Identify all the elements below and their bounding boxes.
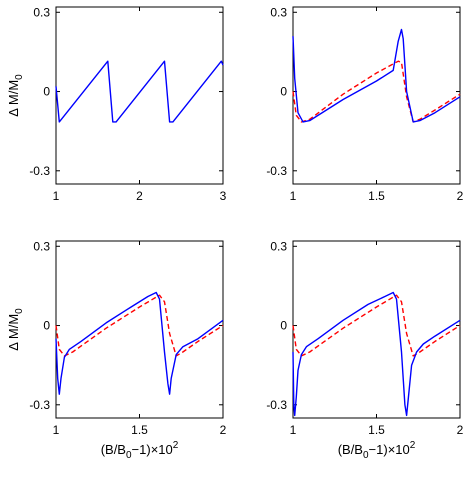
x-axis-label-sub: 0 (126, 450, 132, 461)
y-tick-label: 0.3 (270, 239, 287, 253)
series-line-blue-solid (292, 291, 461, 417)
x-tick-label: 2 (457, 189, 464, 203)
y-tick-label: -0.3 (266, 164, 287, 178)
y-tick-label: 0.3 (270, 5, 287, 19)
y-axis-label-sub: 0 (14, 308, 25, 314)
axes-frame (55, 240, 224, 419)
x-tick-label: 2 (457, 423, 464, 437)
x-tick-label: 1 (53, 189, 60, 203)
y-axis-label-sub: 0 (14, 74, 25, 80)
x-axis-label-pre: (B/B (338, 442, 363, 457)
x-axis-label-pre: (B/B (101, 442, 126, 457)
y-tick-label: 0.3 (33, 239, 50, 253)
y-axis-label: Δ M/M0 (6, 308, 25, 351)
x-tick-label: 2 (220, 423, 227, 437)
x-axis-label-mid: −1)×10 (369, 442, 410, 457)
panel-bottom-left: 0.30-0.31 1.5 2Δ M/M0(B/B0−1)×102 (6, 239, 227, 461)
series-line-red-dashed (292, 294, 461, 357)
panel-bottom-right: 0.30-0.31 1.5 2(B/B0−1)×102 (266, 239, 463, 461)
series-line-red-dashed (55, 294, 224, 357)
y-tick-label: 0 (43, 319, 50, 333)
series-line-blue-solid (55, 60, 224, 123)
x-axis-label: (B/B0−1)×102 (338, 440, 416, 461)
y-axis-label-main: Δ M/M (6, 80, 21, 117)
series-line-blue-solid (55, 291, 224, 395)
y-tick-label: 0 (280, 319, 287, 333)
x-axis-label-sub: 0 (363, 450, 369, 461)
series-line-red-dashed (292, 60, 461, 123)
axes-frame (292, 6, 461, 185)
x-tick-label: 2 (136, 189, 143, 203)
x-tick-label: 1.5 (368, 189, 385, 203)
y-tick-label: -0.3 (266, 398, 287, 412)
x-tick-label: 1 (53, 423, 60, 437)
panel-top-left: 0.30-0.31 2 3Δ M/M0 (6, 5, 227, 203)
y-axis-label-main: Δ M/M (6, 314, 21, 351)
x-tick-label: 1.5 (131, 423, 148, 437)
x-tick-label: 1 (290, 423, 297, 437)
x-tick-label: 1.5 (368, 423, 385, 437)
y-tick-label: 0 (43, 85, 50, 99)
x-axis-label-mid: −1)×10 (132, 442, 173, 457)
x-tick-label: 1 (290, 189, 297, 203)
y-tick-label: 0.3 (33, 5, 50, 19)
x-tick-label: 3 (220, 189, 227, 203)
panel-top-right: 0.3 0 -0.31 1.5 2 (266, 5, 463, 203)
y-axis-label: Δ M/M0 (6, 74, 25, 117)
x-axis-label-sup: 2 (410, 440, 416, 451)
y-tick-label: 0 (280, 85, 287, 99)
axes-frame (292, 240, 461, 419)
y-tick-label: -0.3 (29, 164, 50, 178)
x-axis-label: (B/B0−1)×102 (101, 440, 179, 461)
x-axis-label-sup: 2 (173, 440, 179, 451)
y-tick-label: -0.3 (29, 398, 50, 412)
series-line-blue-solid (292, 28, 461, 123)
